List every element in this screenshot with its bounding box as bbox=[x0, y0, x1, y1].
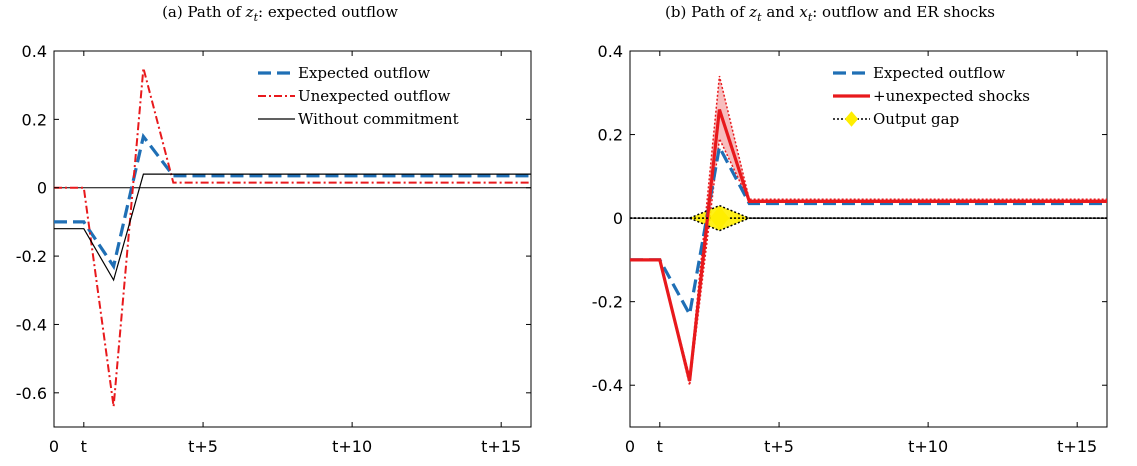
panel-a-title: (a) Path of zt: expected outflow bbox=[162, 3, 398, 24]
panel-a-series-1 bbox=[54, 67, 531, 407]
panel-b-legend-label: Expected outflow bbox=[873, 64, 1005, 82]
panel-a-series-2 bbox=[54, 173, 531, 282]
panel-b-x-tick-label: t+15 bbox=[1057, 437, 1097, 456]
panel-b-legend-label: Output gap bbox=[873, 110, 959, 128]
panel-b-band-edge-1 bbox=[630, 75, 1107, 378]
panel-b-band-1 bbox=[630, 76, 1107, 386]
panel-b-legend-item: Output gap bbox=[833, 110, 959, 128]
panel-a-x-tick-label: t+15 bbox=[481, 437, 521, 456]
panel-a-axes-frame bbox=[53, 50, 532, 428]
panel-a-legend-label: Without commitment bbox=[298, 110, 459, 128]
panel-a-legend: Expected outflow Unexpected outflow Withou… bbox=[258, 64, 459, 128]
panel-a-legend-item: Without commitment bbox=[258, 110, 459, 128]
panel-b: (b) Path of zt and xt: outflow and ER sh… bbox=[592, 3, 1108, 456]
panel-b-plot-area bbox=[630, 75, 1107, 386]
panel-b-x-tick-label: t+10 bbox=[908, 437, 948, 456]
panel-a-x-tick-label: 0 bbox=[49, 437, 59, 456]
panel-a-x-tick-label: t+5 bbox=[188, 437, 218, 456]
panel-b-x-tick-label: t+5 bbox=[764, 437, 794, 456]
panel-a-y-tick-label: 0.4 bbox=[22, 42, 47, 61]
panel-a: (a) Path of zt: expected outflow Expecte… bbox=[16, 3, 532, 456]
panel-b-axes-frame bbox=[629, 50, 1108, 428]
panel-a-y-tick-label: -0.6 bbox=[16, 384, 47, 403]
panel-b-output-gap-marker bbox=[709, 206, 730, 230]
panel-a-legend-label: Expected outflow bbox=[298, 64, 430, 82]
panel-b-y-tick-label: -0.2 bbox=[592, 293, 623, 312]
panel-b-legend-diamond bbox=[844, 111, 859, 127]
panel-b-title: (b) Path of zt and xt: outflow and ER sh… bbox=[665, 3, 995, 24]
panel-a-y-tick-label: -0.4 bbox=[16, 315, 47, 334]
panel-b-legend-label: +unexpected shocks bbox=[873, 87, 1030, 105]
panel-a-y-tick-label: 0.2 bbox=[22, 110, 47, 129]
panel-b-y-tick-label: 0.4 bbox=[598, 42, 623, 61]
panel-b-x-tick-label: t bbox=[657, 437, 663, 456]
panel-a-plot-area bbox=[54, 67, 531, 407]
panel-b-y-tick-label: -0.4 bbox=[592, 376, 623, 395]
panel-b-series-0 bbox=[630, 142, 1107, 319]
panel-a-y-tick-label: 0 bbox=[37, 179, 47, 198]
panel-a-legend-label: Unexpected outflow bbox=[298, 87, 451, 105]
panel-b-legend: Expected outflow +unexpected shocks Output… bbox=[833, 64, 1030, 128]
panel-a-y-tick-label: -0.2 bbox=[16, 247, 47, 266]
panel-b-x-tick-label: 0 bbox=[625, 437, 635, 456]
panel-a-x-tick-label: t bbox=[81, 437, 87, 456]
panel-b-y-tick-label: 0.2 bbox=[598, 126, 623, 145]
panel-b-y-tick-label: 0 bbox=[613, 209, 623, 228]
panel-b-legend-item: +unexpected shocks bbox=[833, 87, 1030, 105]
panel-b-series-1 bbox=[630, 109, 1107, 382]
panel-a-legend-item: Expected outflow bbox=[258, 64, 430, 82]
panel-b-legend-item: Expected outflow bbox=[833, 64, 1005, 82]
panel-a-legend-item: Unexpected outflow bbox=[258, 87, 451, 105]
panel-a-series-0 bbox=[54, 132, 531, 271]
panel-a-x-tick-label: t+10 bbox=[332, 437, 372, 456]
